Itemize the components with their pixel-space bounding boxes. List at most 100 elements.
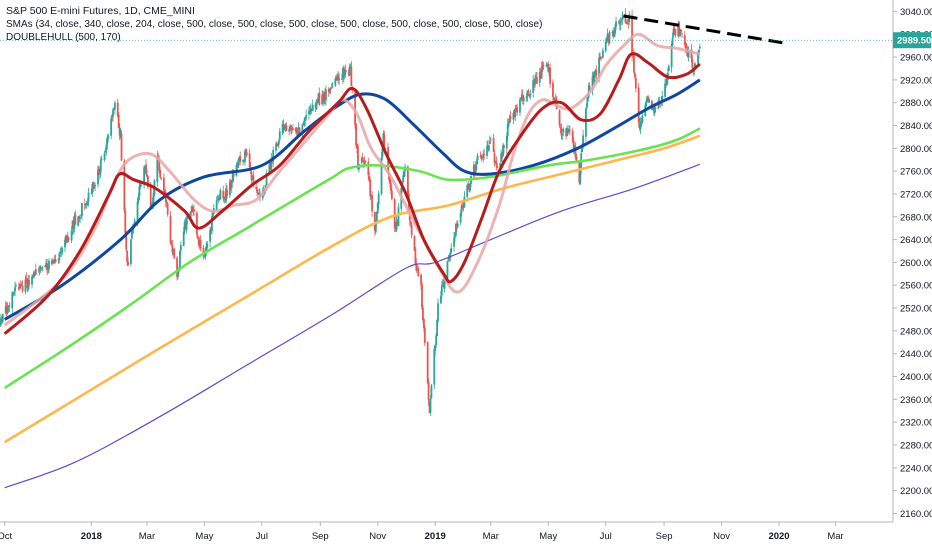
candle-body bbox=[224, 196, 227, 200]
y-tick-label: 2880.00 bbox=[900, 98, 932, 109]
candle-body bbox=[638, 122, 641, 129]
candle-body bbox=[65, 236, 67, 240]
candle-body bbox=[156, 155, 159, 183]
candle-body bbox=[620, 19, 623, 21]
candle-body bbox=[302, 124, 305, 125]
candle-body bbox=[454, 235, 456, 237]
candle-body bbox=[120, 133, 123, 161]
candle-body bbox=[361, 157, 364, 159]
candle-body bbox=[257, 193, 260, 194]
candle-body bbox=[514, 108, 517, 117]
candle-body bbox=[251, 176, 254, 180]
candle-body bbox=[558, 110, 561, 126]
candle-body bbox=[512, 112, 515, 120]
candle-body bbox=[601, 50, 604, 58]
candle-body bbox=[492, 138, 495, 152]
candle-body bbox=[567, 128, 569, 132]
candle-body bbox=[199, 239, 202, 249]
candle-body bbox=[380, 157, 383, 194]
candle-body bbox=[183, 222, 186, 232]
candle-body bbox=[406, 166, 409, 194]
candle-body bbox=[172, 250, 175, 254]
candle-body bbox=[290, 125, 292, 129]
candle-body bbox=[15, 285, 17, 287]
candle-body bbox=[140, 184, 143, 186]
candle-body bbox=[604, 41, 607, 52]
candle-body bbox=[520, 94, 523, 100]
candle-body bbox=[698, 49, 700, 55]
candle-body bbox=[331, 86, 334, 88]
candle-body bbox=[206, 243, 209, 248]
candle-body bbox=[456, 223, 459, 227]
candle-body bbox=[292, 128, 294, 131]
candle-body bbox=[416, 269, 419, 271]
candle-body bbox=[158, 160, 161, 171]
candle-body bbox=[125, 232, 128, 250]
candle-body bbox=[526, 90, 529, 97]
candle-body bbox=[265, 173, 268, 185]
candle-body bbox=[356, 144, 358, 148]
candle-body bbox=[78, 216, 81, 219]
candle-body bbox=[665, 82, 667, 85]
candle-body bbox=[169, 216, 172, 243]
y-tick-label: 2160.00 bbox=[900, 509, 932, 520]
candle-body bbox=[87, 192, 90, 202]
candle-body bbox=[474, 164, 477, 173]
candle-body bbox=[202, 248, 205, 255]
candle-body bbox=[159, 169, 162, 178]
candle-body bbox=[414, 249, 417, 264]
y-tick-label: 2680.00 bbox=[900, 212, 932, 223]
candle-body bbox=[402, 175, 405, 183]
candle-body bbox=[489, 139, 492, 141]
candle-body bbox=[482, 153, 485, 158]
candle-body bbox=[447, 258, 450, 261]
candle-body bbox=[314, 104, 317, 108]
candle-body bbox=[545, 64, 548, 66]
x-tick-label: 2020 bbox=[768, 531, 789, 542]
candle-body bbox=[119, 131, 122, 138]
candle-body bbox=[519, 99, 521, 113]
candle-body bbox=[57, 259, 60, 260]
candle-body bbox=[633, 73, 636, 77]
candle-body bbox=[507, 121, 510, 126]
y-tick-label: 2960.00 bbox=[900, 53, 932, 64]
candle-body bbox=[39, 266, 42, 270]
candle-body bbox=[285, 125, 288, 131]
candle-body bbox=[11, 292, 14, 309]
candle-body bbox=[449, 252, 452, 259]
candle-body bbox=[99, 159, 102, 173]
candle-body bbox=[103, 153, 106, 160]
candle-body bbox=[343, 71, 346, 76]
candle-body bbox=[284, 125, 287, 128]
candle-body bbox=[330, 87, 333, 89]
candle-body bbox=[394, 226, 397, 230]
candle-body bbox=[613, 32, 616, 37]
candle-body bbox=[8, 305, 11, 307]
candle-body bbox=[566, 127, 568, 137]
candle-body bbox=[160, 177, 162, 179]
candle-body bbox=[179, 251, 181, 268]
candle-body bbox=[84, 204, 87, 206]
candle-body bbox=[275, 143, 277, 151]
candle-body bbox=[281, 124, 284, 134]
candle-body bbox=[24, 279, 27, 292]
candle-body bbox=[347, 73, 350, 75]
candle-body bbox=[617, 21, 620, 23]
x-tick-label: Oct bbox=[0, 531, 12, 542]
candle-body bbox=[430, 385, 433, 398]
candle-body bbox=[268, 164, 271, 175]
candle-body bbox=[315, 102, 318, 110]
candle-body bbox=[196, 235, 199, 239]
y-tick-label: 2920.00 bbox=[900, 75, 932, 86]
candle-body bbox=[559, 126, 562, 129]
candle-body bbox=[670, 43, 673, 68]
candle-body bbox=[210, 229, 212, 231]
x-tick-label: Sep bbox=[312, 531, 329, 542]
candle-body bbox=[396, 219, 399, 226]
candle-body bbox=[41, 267, 44, 269]
candle-body bbox=[341, 68, 344, 79]
candle-body bbox=[455, 224, 457, 236]
candle-body bbox=[680, 30, 682, 33]
candle-body bbox=[475, 160, 478, 165]
